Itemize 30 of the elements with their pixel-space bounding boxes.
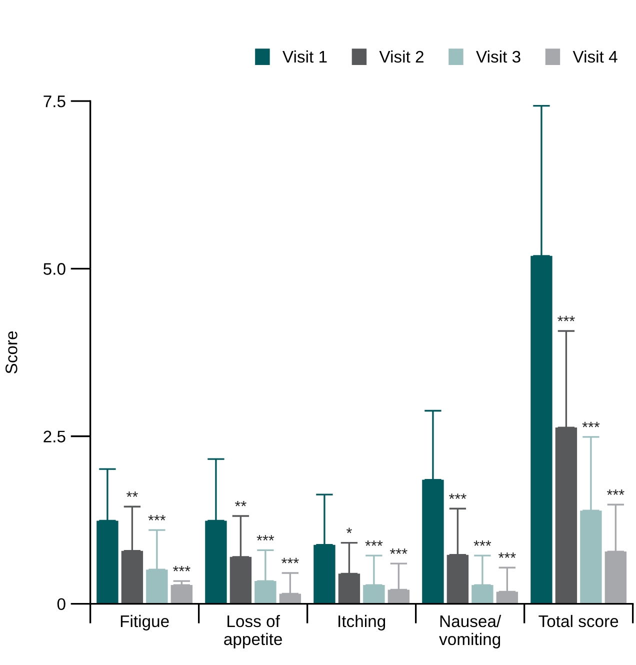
annotation: *** (558, 316, 575, 322)
legend-label: Visit 1 (282, 50, 327, 63)
y-tick-label: 7.5 (44, 96, 66, 108)
legend-label: Visit 4 (572, 50, 618, 63)
x-tick-label: Fitigue (120, 614, 169, 630)
x-tick-label: Nausea/ vomiting (439, 614, 502, 648)
y-axis-title: Score (6, 331, 18, 374)
annotation: ** (126, 492, 138, 497)
annotation: * (346, 528, 352, 534)
y-tick-label: 0 (57, 598, 66, 610)
annotation: *** (172, 566, 190, 572)
annotation: *** (256, 535, 274, 540)
legend-label: Visit 3 (476, 50, 520, 63)
x-tick-label: Itching (338, 614, 386, 630)
annotation: *** (607, 490, 624, 495)
annotation: *** (365, 540, 383, 546)
annotation: *** (148, 515, 166, 520)
x-tick-label: Loss of appetite (224, 614, 282, 648)
annotation: *** (282, 558, 299, 564)
x-tick-label: Total score (538, 614, 618, 628)
annotation: *** (582, 422, 600, 428)
annotation: *** (498, 552, 516, 558)
annotation: *** (390, 548, 408, 554)
y-tick-label: 5.0 (44, 263, 66, 275)
y-tick-label: 2.5 (44, 430, 66, 442)
annotation: *** (449, 494, 466, 499)
annotation: ** (234, 500, 246, 506)
bar (170, 585, 193, 604)
legend-label: Visit 2 (379, 50, 424, 63)
annotation: *** (474, 540, 492, 546)
